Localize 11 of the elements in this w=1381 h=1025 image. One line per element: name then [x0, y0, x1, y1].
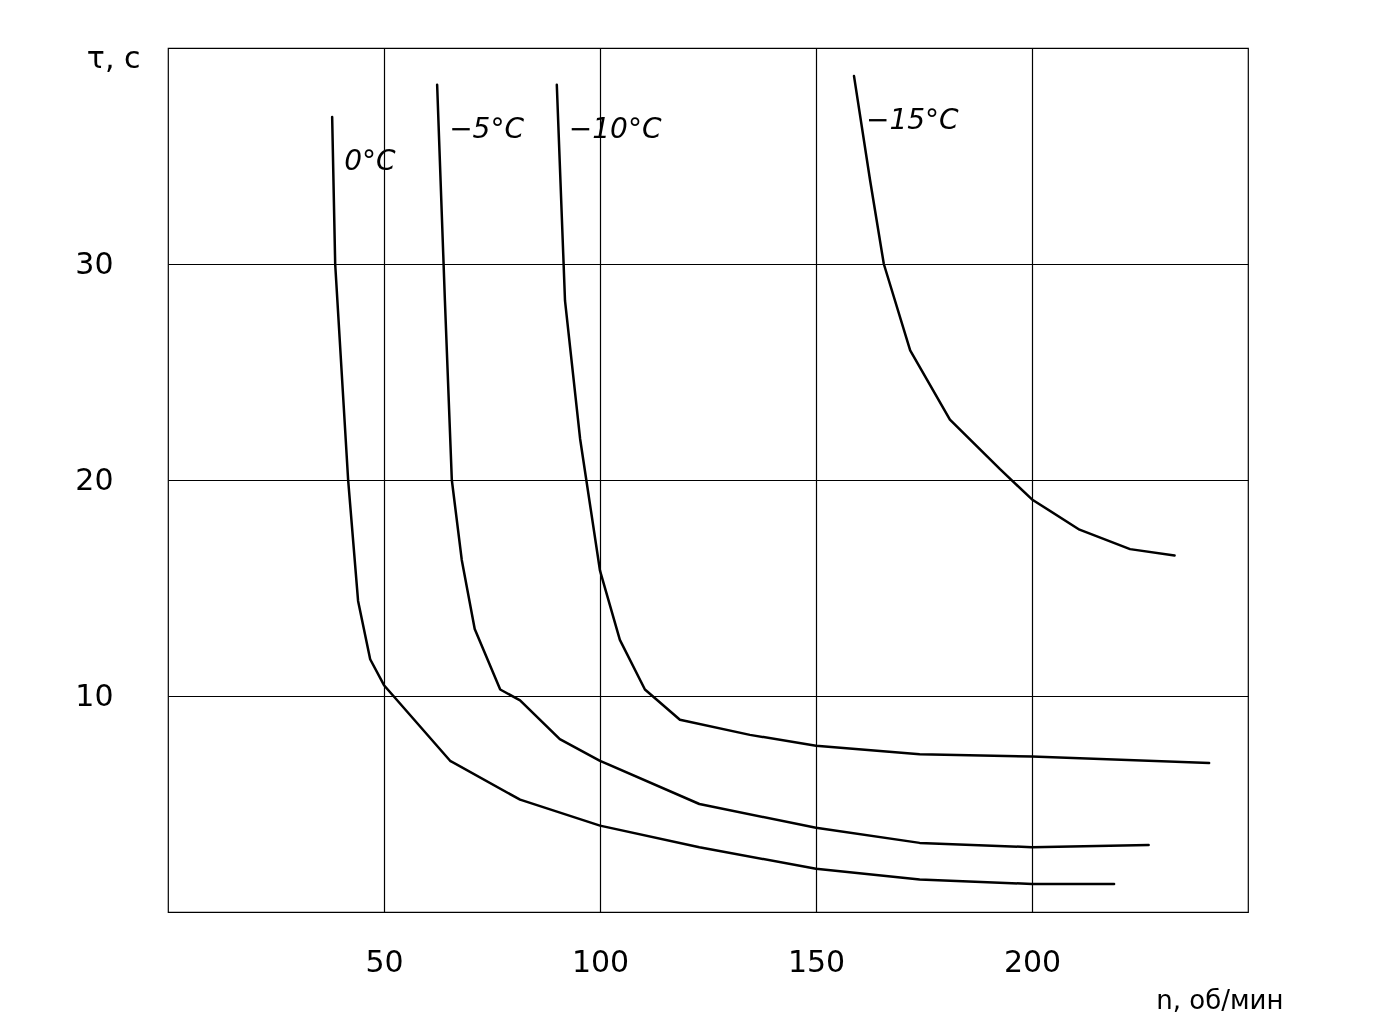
y-tick-label: 20	[75, 461, 114, 497]
series-label: −15°C	[866, 103, 960, 137]
series-label: −5°C	[449, 111, 525, 145]
y-tick-label: 10	[75, 677, 114, 713]
x-tick-label: 150	[787, 943, 846, 979]
x-tick-label: 100	[571, 943, 630, 979]
y-tick-label: 30	[75, 245, 114, 281]
y-axis-title: τ, с	[86, 39, 141, 75]
x-tick-label: 50	[365, 943, 404, 979]
x-tick-label: 200	[1003, 943, 1062, 979]
x-axis-title: n, об/мин	[1156, 984, 1284, 1015]
